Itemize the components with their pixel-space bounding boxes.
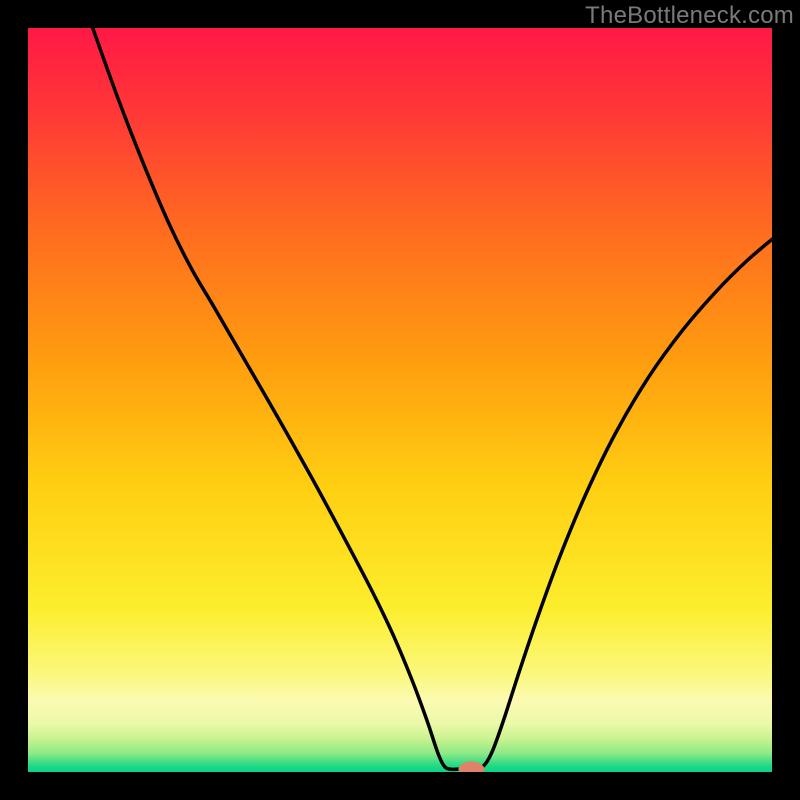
bottleneck-chart <box>0 0 800 800</box>
watermark-text: TheBottleneck.com <box>585 2 794 30</box>
plot-background-gradient <box>28 28 772 772</box>
chart-container: TheBottleneck.com <box>0 0 800 800</box>
